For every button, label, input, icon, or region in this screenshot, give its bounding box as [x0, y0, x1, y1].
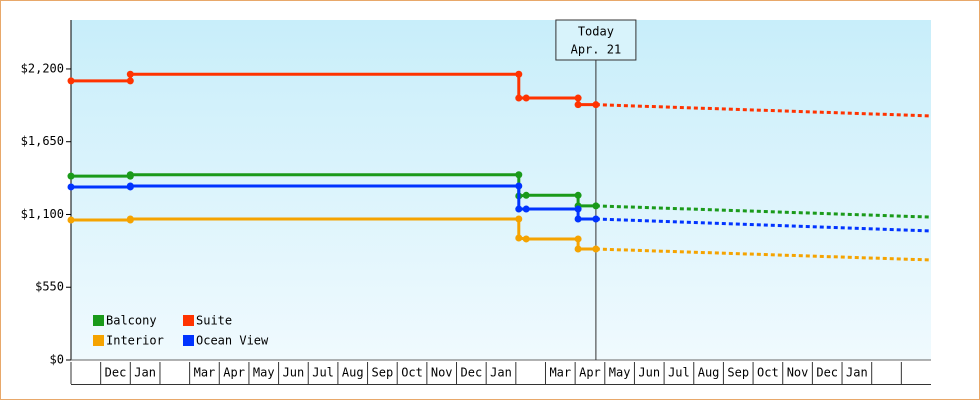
price-point	[67, 216, 75, 224]
price-point	[574, 191, 582, 199]
price-point	[522, 205, 530, 213]
x-tick-label: Dec	[461, 366, 483, 380]
price-point	[574, 94, 582, 102]
price-point	[574, 235, 582, 243]
price-point	[126, 182, 134, 190]
price-point	[126, 171, 134, 179]
y-tick-label: $2,200	[21, 61, 64, 75]
x-tick-label: Apr	[579, 366, 601, 380]
x-tick-label: Dec	[816, 366, 838, 380]
price-point	[515, 94, 523, 102]
price-point	[515, 205, 523, 213]
x-tick-label: Dec	[105, 366, 127, 380]
legend-label: Balcony	[106, 314, 157, 328]
x-tick-label: Jan	[490, 366, 512, 380]
legend-swatch	[93, 315, 104, 326]
plot-area	[71, 20, 931, 360]
x-tick-label: Oct	[757, 366, 779, 380]
price-point	[592, 215, 600, 223]
x-tick-label: Jul	[668, 366, 690, 380]
legend-label: Ocean View	[196, 334, 269, 348]
price-point	[515, 70, 523, 78]
price-point	[522, 191, 530, 199]
price-point	[126, 215, 134, 223]
x-tick-label: May	[253, 366, 275, 380]
x-tick-label: Oct	[401, 366, 423, 380]
today-box	[555, 19, 637, 61]
x-tick-label: Sep	[372, 366, 394, 380]
y-tick-label: $550	[35, 280, 64, 294]
x-tick-label: Nov	[787, 366, 809, 380]
x-tick-label: Mar	[549, 366, 571, 380]
legend-label: Interior	[106, 334, 164, 348]
x-tick-label: Nov	[431, 366, 453, 380]
x-tick-label: Aug	[698, 366, 720, 380]
price-point	[574, 215, 582, 223]
x-tick-label: Jul	[312, 366, 334, 380]
price-point	[592, 245, 600, 253]
x-tick-label: Jan	[134, 366, 156, 380]
y-tick-label: $1,100	[21, 207, 64, 221]
price-point	[574, 205, 582, 213]
x-tick-label: Sep	[727, 366, 749, 380]
legend-label: Suite	[196, 314, 232, 328]
price-point	[592, 202, 600, 210]
x-tick-label: Mar	[194, 366, 216, 380]
legend-swatch	[183, 315, 194, 326]
x-tick-label: Jun	[283, 366, 305, 380]
price-point	[67, 77, 75, 85]
price-point	[515, 234, 523, 242]
today-date: Apr. 21	[571, 43, 622, 57]
price-point	[574, 245, 582, 253]
price-point	[515, 182, 523, 190]
price-point	[522, 235, 530, 243]
x-tick-label: Jan	[846, 366, 868, 380]
price-point	[67, 183, 75, 191]
price-point	[126, 77, 134, 85]
price-point	[67, 172, 75, 180]
price-point	[515, 215, 523, 223]
today-label: Today	[578, 25, 614, 39]
price-point	[126, 70, 134, 78]
price-point	[515, 171, 523, 179]
x-tick-label: Jun	[638, 366, 660, 380]
legend-swatch	[183, 335, 194, 346]
price-point	[592, 101, 600, 109]
legend-swatch	[93, 335, 104, 346]
price-point	[574, 101, 582, 109]
x-tick-label: Aug	[342, 366, 364, 380]
x-tick-label: May	[609, 366, 631, 380]
x-tick-label: Apr	[223, 366, 245, 380]
y-tick-label: $1,650	[21, 134, 64, 148]
price-point	[522, 94, 530, 102]
y-tick-label: $0	[50, 353, 64, 367]
